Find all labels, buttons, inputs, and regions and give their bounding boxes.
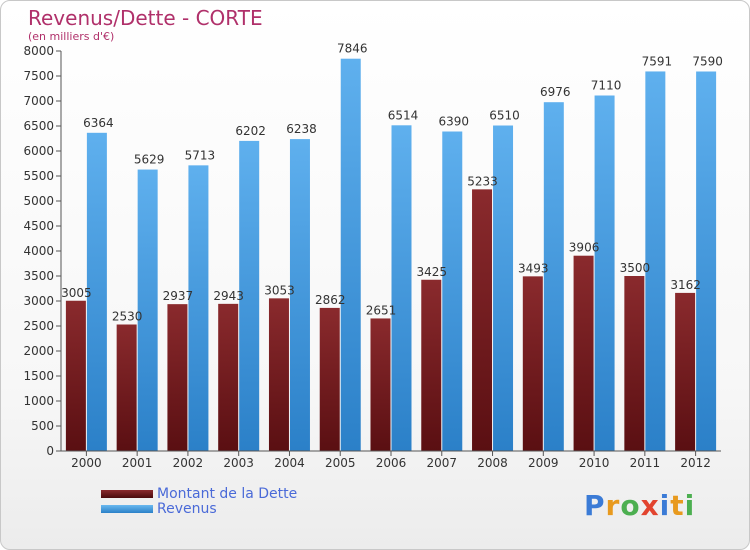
x-tick-label: 2001 (122, 456, 153, 470)
bar-dette (573, 255, 594, 451)
bar-revenus (239, 140, 260, 451)
bar-revenus (340, 58, 361, 451)
data-label-revenus: 7110 (591, 79, 622, 93)
y-tick-label: 8000 (23, 44, 54, 58)
proxiti-logo: Proxiti (584, 489, 695, 522)
bar-dette (421, 279, 442, 451)
bar-dette (370, 318, 391, 451)
y-tick-label: 3500 (23, 269, 54, 283)
data-label-revenus: 7590 (692, 55, 723, 69)
legend-label-dette: Montant de la Dette (157, 486, 298, 502)
y-tick-label: 4500 (23, 219, 54, 233)
data-label-dette: 3425 (416, 265, 447, 279)
bar-revenus (594, 95, 615, 451)
bar-dette (522, 276, 543, 451)
bar-revenus (645, 71, 666, 451)
logo-letter: r (605, 489, 621, 522)
y-tick-label: 7500 (23, 69, 54, 83)
x-tick-label: 2008 (477, 456, 508, 470)
logo-letter: i (659, 489, 671, 522)
logo-letter: P (584, 489, 606, 522)
x-tick-label: 2007 (426, 456, 457, 470)
bar-dette (319, 307, 340, 451)
logo-letter: i (684, 489, 696, 522)
x-tick-label: 2011 (630, 456, 661, 470)
x-tick-label: 2010 (579, 456, 610, 470)
y-tick-label: 500 (31, 419, 54, 433)
data-label-dette: 3005 (61, 286, 92, 300)
bar-dette (65, 300, 86, 451)
x-tick-label: 2006 (376, 456, 407, 470)
data-label-revenus: 6390 (438, 115, 469, 129)
y-tick-label: 5000 (23, 194, 54, 208)
y-tick-label: 6500 (23, 119, 54, 133)
y-tick-label: 6000 (23, 144, 54, 158)
legend-swatch-revenus (101, 505, 153, 513)
y-tick-label: 7000 (23, 94, 54, 108)
x-tick-label: 2004 (274, 456, 305, 470)
data-label-revenus: 6238 (286, 122, 317, 136)
bar-revenus (188, 165, 209, 451)
x-tick-label: 2002 (173, 456, 204, 470)
data-label-dette: 5233 (467, 174, 498, 188)
y-tick-label: 3000 (23, 294, 54, 308)
bar-revenus (391, 125, 412, 452)
data-label-dette: 2943 (213, 289, 244, 303)
chart-title: Revenus/Dette - CORTE (28, 6, 263, 30)
bar-revenus (289, 139, 310, 451)
y-tick-label: 4000 (23, 244, 54, 258)
x-tick-label: 2012 (680, 456, 711, 470)
bar-dette (268, 298, 289, 451)
data-label-revenus: 6976 (540, 85, 571, 99)
legend-label-revenus: Revenus (157, 501, 217, 517)
bar-revenus (86, 132, 107, 452)
logo-letter: o (620, 489, 641, 522)
data-label-dette: 2862 (315, 293, 346, 307)
bar-revenus (543, 102, 564, 451)
bar-dette (624, 276, 645, 451)
data-label-revenus: 7846 (337, 42, 368, 56)
y-tick-label: 2000 (23, 344, 54, 358)
bar-dette (675, 292, 696, 451)
data-label-revenus: 6510 (489, 109, 520, 123)
x-tick-label: 2009 (528, 456, 559, 470)
legend-swatch-dette (101, 490, 153, 498)
y-tick-label: 1000 (23, 394, 54, 408)
y-tick-label: 2500 (23, 319, 54, 333)
bar-dette (218, 303, 239, 451)
x-tick-label: 2003 (223, 456, 254, 470)
data-label-dette: 3053 (264, 283, 295, 297)
y-tick-label: 1500 (23, 369, 54, 383)
data-label-dette: 2530 (112, 310, 143, 324)
data-label-revenus: 6202 (235, 124, 266, 138)
x-tick-label: 2000 (71, 456, 102, 470)
bar-revenus (493, 125, 514, 451)
bar-dette (116, 324, 137, 451)
data-label-revenus: 6514 (388, 108, 419, 122)
bar-revenus (442, 131, 463, 451)
bar-revenus (696, 71, 717, 451)
x-tick-label: 2005 (325, 456, 356, 470)
data-label-dette: 3493 (518, 261, 549, 275)
data-label-revenus: 7591 (642, 54, 673, 68)
logo-letter: t (670, 489, 685, 522)
bar-dette (167, 304, 188, 451)
y-tick-label: 5500 (23, 169, 54, 183)
data-label-revenus: 5713 (185, 148, 216, 162)
data-label-dette: 3906 (569, 241, 600, 255)
logo-letter: x (640, 489, 660, 522)
bar-dette (472, 189, 493, 451)
data-label-dette: 2937 (163, 289, 194, 303)
y-tick-label: 0 (46, 444, 54, 458)
data-label-dette: 3500 (620, 261, 651, 275)
chart-subtitle: (en milliers d'€) (28, 30, 115, 43)
data-label-dette: 2651 (366, 303, 397, 317)
bar-revenus (137, 169, 158, 452)
data-label-dette: 3162 (670, 278, 701, 292)
data-label-revenus: 6364 (83, 116, 114, 130)
data-label-revenus: 5629 (134, 153, 165, 167)
